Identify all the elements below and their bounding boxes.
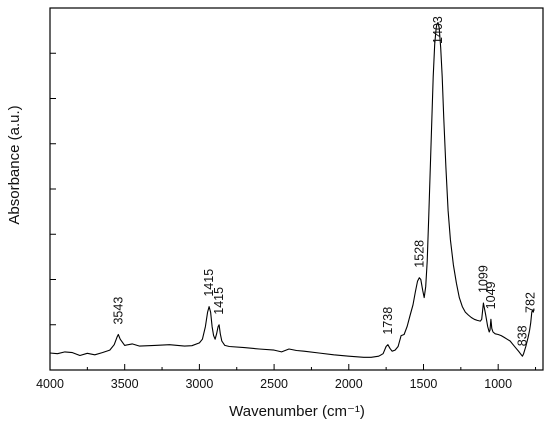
y-axis-title: Absorbance (a.u.): [6, 105, 23, 224]
x-tick-label-1500: 1500: [410, 377, 438, 391]
peak-label-0: 3543: [111, 297, 125, 325]
peak-label-7: 1049: [484, 281, 498, 309]
peak-label-3: 1738: [381, 307, 395, 335]
series-layer: [49, 21, 535, 358]
x-tick-label-2000: 2000: [335, 377, 363, 391]
peak-label-4: 1528: [412, 240, 426, 268]
x-tick-label-2500: 2500: [260, 377, 288, 391]
peak-label-1: 1415: [202, 269, 216, 297]
peak-label-6: 1099: [476, 265, 490, 293]
y-axis: [50, 7, 56, 371]
x-tick-label-1000: 1000: [484, 377, 512, 391]
peak-label-2: 1415: [212, 287, 226, 315]
x-tick-label-3500: 3500: [111, 377, 139, 391]
x-tick-label-3000: 3000: [185, 377, 213, 391]
peak-label-9: 782: [524, 292, 538, 313]
spectrum-line-0: [49, 21, 535, 358]
peak-label-5: 1403: [431, 16, 445, 44]
x-tick-label-4000: 4000: [36, 377, 64, 391]
x-axis-title: Wavenumber (cm⁻¹): [229, 403, 365, 420]
peak-label-8: 838: [515, 325, 529, 346]
x-axis: 4000 3500 3000 2500 2000 1500 1000: [36, 364, 537, 391]
